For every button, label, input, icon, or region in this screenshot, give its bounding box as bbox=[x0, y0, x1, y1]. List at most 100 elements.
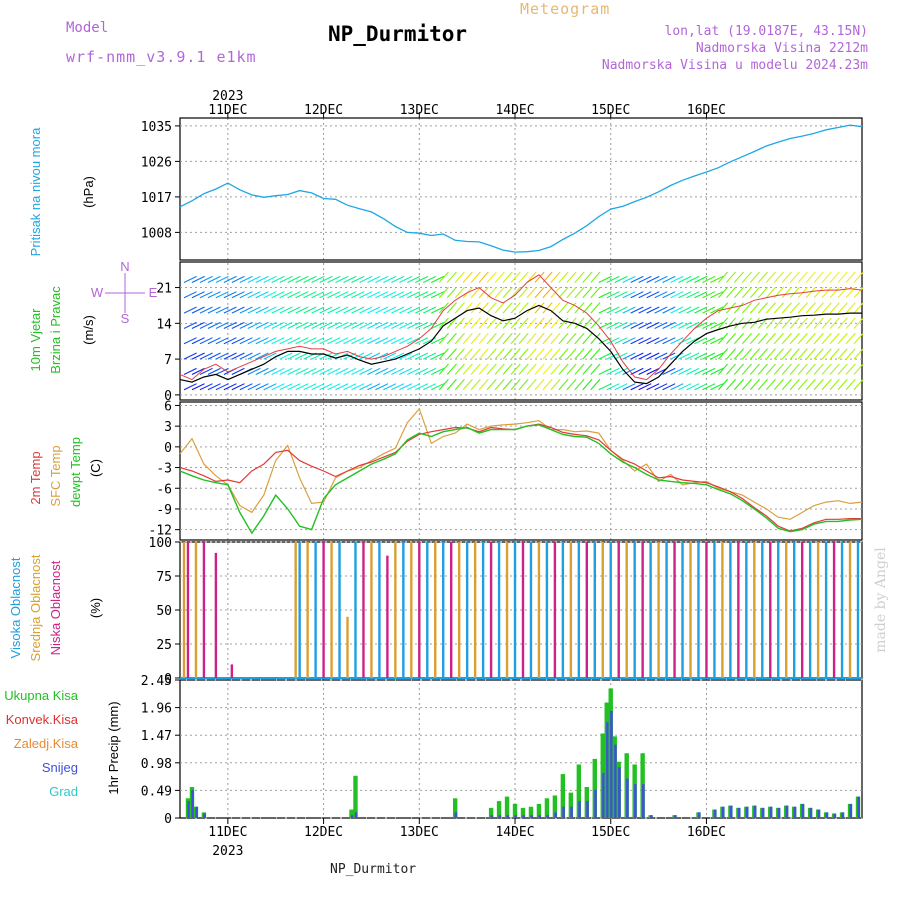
wind-barb bbox=[630, 352, 644, 360]
wind-barb bbox=[686, 321, 700, 329]
wind-barb bbox=[399, 275, 413, 283]
temp-2m-line bbox=[179, 423, 862, 532]
cloud-bar-low-cloud bbox=[737, 542, 740, 678]
wind-barb bbox=[853, 332, 864, 345]
wind-barb bbox=[614, 306, 628, 314]
wind-barb bbox=[813, 286, 824, 299]
wind-gust-line bbox=[179, 274, 863, 381]
wind-barb bbox=[383, 383, 397, 391]
wind-barb bbox=[829, 317, 840, 329]
wind-barb bbox=[191, 337, 205, 345]
precip-bar-snow bbox=[626, 778, 629, 818]
y-tick-label: 14 bbox=[156, 317, 172, 332]
wind-barb bbox=[247, 352, 261, 360]
wind-barb bbox=[510, 317, 521, 329]
compass-n-label: N bbox=[120, 259, 129, 274]
wind-barb bbox=[845, 348, 856, 360]
wind-barb bbox=[454, 378, 465, 391]
wind-barb bbox=[271, 306, 285, 314]
wind-barb bbox=[558, 286, 569, 299]
model-label: Model bbox=[66, 20, 109, 36]
precip-bar-total bbox=[512, 803, 518, 818]
wind-barb bbox=[805, 271, 816, 283]
wind-barb bbox=[375, 337, 389, 345]
wind-barb bbox=[431, 321, 445, 329]
wind-barb bbox=[351, 367, 365, 375]
wind-barb bbox=[757, 363, 768, 375]
precip-bar-snow bbox=[610, 710, 613, 818]
cloud-bar-mid-cloud bbox=[537, 542, 541, 678]
wind-barb bbox=[542, 363, 553, 375]
cloud-bar-mid-cloud bbox=[569, 542, 573, 678]
wind-barb bbox=[813, 348, 824, 360]
precip-bar-snow bbox=[191, 789, 194, 818]
wind-barb bbox=[383, 306, 397, 314]
wind-barb bbox=[335, 291, 349, 299]
wind-barb bbox=[367, 337, 381, 345]
wind-barb bbox=[646, 275, 660, 283]
credit-watermark: made by Angel bbox=[873, 547, 889, 653]
precip-bar-snow bbox=[578, 801, 581, 818]
precip-bar-snow bbox=[614, 744, 617, 818]
wind-barb bbox=[415, 306, 429, 314]
precip-bar-snow bbox=[697, 812, 701, 818]
wind-barb bbox=[702, 352, 716, 360]
cloud-bar-high-cloud bbox=[593, 542, 596, 678]
wind-barb bbox=[486, 348, 497, 360]
wind-barb bbox=[829, 271, 840, 283]
wind-barb bbox=[239, 291, 253, 299]
wind-barb bbox=[183, 383, 197, 391]
wind-barb bbox=[598, 352, 612, 360]
wind-barb bbox=[638, 306, 652, 314]
wind-barb bbox=[359, 352, 373, 360]
wind-barb bbox=[510, 286, 521, 299]
wind-barb bbox=[287, 367, 301, 375]
wind-barb bbox=[383, 291, 397, 299]
day-label-top: 14DEC bbox=[495, 103, 534, 118]
cloud-bar-high-cloud bbox=[633, 542, 636, 678]
wind-barb bbox=[223, 352, 237, 360]
wind-barb bbox=[598, 306, 612, 314]
cloud-bar-high-cloud bbox=[442, 542, 445, 678]
wind-barb bbox=[686, 275, 700, 283]
wind-barb bbox=[431, 352, 445, 360]
wind-barb bbox=[215, 337, 229, 345]
wind-barb bbox=[510, 302, 521, 314]
wind-barb bbox=[327, 275, 341, 283]
precip-bar-snow bbox=[490, 815, 494, 818]
wind-barb bbox=[614, 367, 628, 375]
wind-barb bbox=[478, 302, 489, 314]
wind-barb bbox=[821, 378, 832, 391]
year-label-top: 2023 bbox=[212, 89, 243, 104]
cloud-bar-high-cloud bbox=[561, 542, 565, 678]
wind-barb bbox=[757, 348, 768, 360]
wind-barb bbox=[407, 383, 421, 391]
wind-barb bbox=[199, 367, 213, 375]
compass-s-label: S bbox=[121, 311, 130, 326]
wind-barb bbox=[255, 291, 269, 299]
wind-barb bbox=[773, 363, 784, 375]
wind-barb bbox=[710, 367, 724, 375]
wind-barb bbox=[367, 352, 381, 360]
cloud-bar-mid-cloud bbox=[346, 616, 349, 678]
wind-barb bbox=[223, 291, 237, 299]
wind-barb bbox=[295, 367, 309, 375]
wind-barb bbox=[399, 306, 413, 314]
sfc-temp-axis-label: SFC Temp bbox=[48, 445, 63, 506]
wind-barb bbox=[582, 378, 593, 391]
wind-barb bbox=[199, 352, 213, 360]
wind-barb bbox=[654, 337, 668, 345]
cloud-bar-mid-cloud bbox=[457, 542, 461, 678]
precip-bar-snow bbox=[753, 805, 757, 818]
wind-barb bbox=[319, 306, 333, 314]
y-tick-label: 21 bbox=[156, 282, 172, 297]
wind-barb bbox=[431, 291, 445, 299]
wind-barb bbox=[303, 337, 317, 345]
wind-barb bbox=[614, 275, 628, 283]
wind-barb bbox=[765, 286, 776, 299]
wind-barb bbox=[375, 367, 389, 375]
wind-barb bbox=[255, 337, 269, 345]
wind-barb bbox=[215, 321, 229, 329]
wind-barb bbox=[319, 291, 333, 299]
wind-barb bbox=[582, 332, 593, 345]
